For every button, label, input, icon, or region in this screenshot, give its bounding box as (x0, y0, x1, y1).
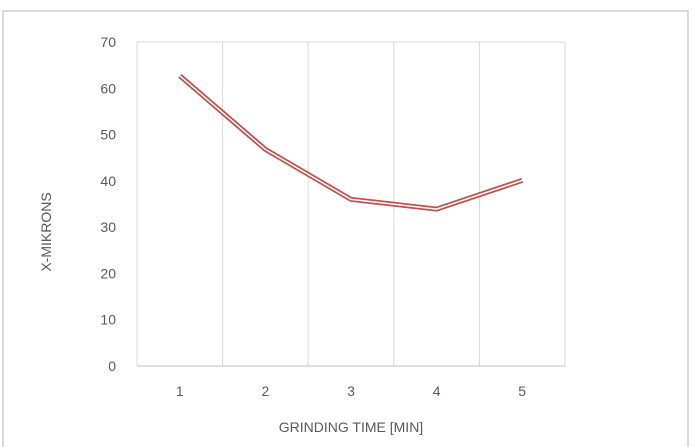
x-tick-labels: 1 2 3 4 5 (176, 383, 526, 399)
y-tick-label: 10 (100, 312, 116, 328)
y-tick-label: 30 (100, 219, 116, 235)
x-axis-title: GRINDING TIME [MIN] (279, 419, 423, 435)
y-tick-label: 0 (108, 358, 116, 374)
series-line-outer (178, 73, 523, 212)
chart-frame (2, 10, 689, 447)
x-tick-label: 4 (433, 383, 441, 399)
y-tick-label: 70 (100, 34, 116, 50)
y-axis-title: X-MIKRONS (38, 192, 54, 271)
y-tick-labels: 0 10 20 30 40 50 60 70 (100, 34, 116, 374)
grid-lines (136, 41, 566, 366)
y-tick-label: 40 (100, 173, 116, 189)
series-lines (178, 73, 523, 212)
y-tick-label: 60 (100, 80, 116, 96)
x-tick-label: 1 (176, 383, 184, 399)
x-tick-label: 2 (262, 383, 270, 399)
x-tick-label: 5 (518, 383, 526, 399)
y-tick-label: 20 (100, 265, 116, 281)
series-line-inner (179, 75, 523, 210)
x-tick-label: 3 (347, 383, 355, 399)
y-tick-label: 50 (100, 127, 116, 143)
